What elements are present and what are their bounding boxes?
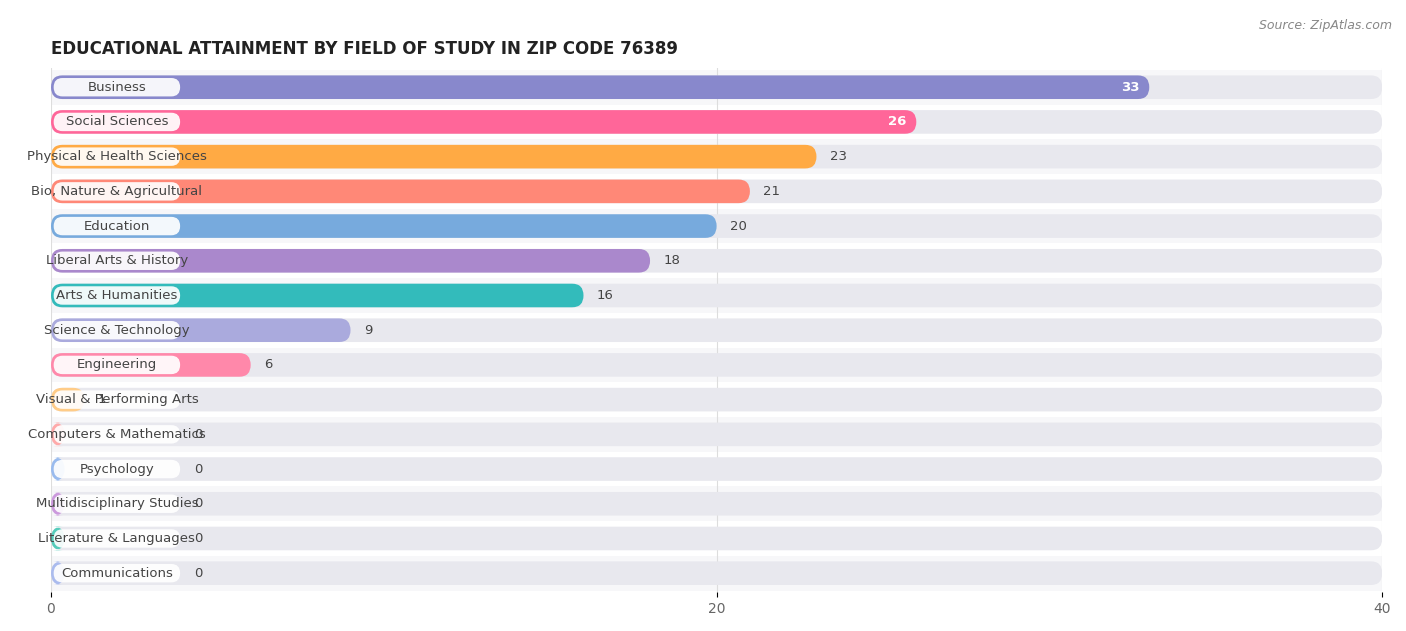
FancyBboxPatch shape [51, 284, 583, 307]
Text: 23: 23 [830, 150, 846, 163]
Text: Bio, Nature & Agricultural: Bio, Nature & Agricultural [31, 185, 202, 198]
Text: Education: Education [84, 220, 150, 233]
FancyBboxPatch shape [53, 113, 180, 131]
Text: Source: ZipAtlas.com: Source: ZipAtlas.com [1258, 19, 1392, 32]
Text: 0: 0 [194, 463, 202, 476]
FancyBboxPatch shape [51, 353, 1382, 377]
Bar [51, 452, 1382, 487]
Text: Literature & Languages: Literature & Languages [38, 532, 195, 545]
Bar [51, 348, 1382, 382]
Bar [51, 244, 1382, 278]
FancyBboxPatch shape [51, 249, 650, 273]
FancyBboxPatch shape [53, 321, 180, 339]
FancyBboxPatch shape [53, 391, 180, 409]
FancyBboxPatch shape [51, 76, 1382, 99]
FancyBboxPatch shape [51, 562, 1382, 585]
Text: 21: 21 [763, 185, 780, 198]
FancyBboxPatch shape [53, 182, 180, 201]
FancyBboxPatch shape [51, 353, 250, 377]
FancyBboxPatch shape [51, 180, 1382, 203]
Text: 0: 0 [194, 428, 202, 441]
Bar [51, 278, 1382, 313]
FancyBboxPatch shape [51, 110, 1382, 134]
FancyBboxPatch shape [53, 356, 180, 374]
Text: Engineering: Engineering [77, 358, 157, 372]
FancyBboxPatch shape [51, 145, 817, 168]
FancyBboxPatch shape [53, 460, 180, 478]
FancyBboxPatch shape [51, 388, 1382, 411]
Bar [51, 487, 1382, 521]
FancyBboxPatch shape [53, 252, 180, 270]
FancyBboxPatch shape [53, 78, 180, 97]
FancyBboxPatch shape [51, 180, 749, 203]
Text: 1: 1 [97, 393, 105, 406]
Bar [51, 521, 1382, 556]
Text: EDUCATIONAL ATTAINMENT BY FIELD OF STUDY IN ZIP CODE 76389: EDUCATIONAL ATTAINMENT BY FIELD OF STUDY… [51, 40, 678, 58]
FancyBboxPatch shape [51, 492, 1382, 516]
FancyBboxPatch shape [51, 527, 65, 550]
Text: Visual & Performing Arts: Visual & Performing Arts [35, 393, 198, 406]
FancyBboxPatch shape [51, 527, 1382, 550]
Text: Business: Business [87, 81, 146, 94]
FancyBboxPatch shape [51, 284, 1382, 307]
Text: 20: 20 [730, 220, 747, 233]
Text: 33: 33 [1121, 81, 1139, 94]
Text: Social Sciences: Social Sciences [66, 115, 169, 129]
Bar [51, 209, 1382, 244]
FancyBboxPatch shape [51, 423, 1382, 446]
Text: 0: 0 [194, 567, 202, 580]
Text: Physical & Health Sciences: Physical & Health Sciences [27, 150, 207, 163]
FancyBboxPatch shape [51, 457, 65, 481]
Bar [51, 139, 1382, 174]
FancyBboxPatch shape [51, 562, 65, 585]
FancyBboxPatch shape [53, 148, 180, 166]
Bar [51, 417, 1382, 452]
FancyBboxPatch shape [53, 425, 180, 444]
FancyBboxPatch shape [51, 215, 717, 238]
FancyBboxPatch shape [53, 529, 180, 548]
FancyBboxPatch shape [51, 319, 350, 342]
FancyBboxPatch shape [51, 145, 1382, 168]
Text: 0: 0 [194, 532, 202, 545]
Text: 16: 16 [596, 289, 613, 302]
Bar [51, 556, 1382, 591]
Text: Communications: Communications [60, 567, 173, 580]
Text: 9: 9 [364, 324, 373, 337]
Text: 0: 0 [194, 497, 202, 510]
Text: Arts & Humanities: Arts & Humanities [56, 289, 177, 302]
FancyBboxPatch shape [51, 110, 917, 134]
Text: Liberal Arts & History: Liberal Arts & History [46, 254, 188, 268]
FancyBboxPatch shape [51, 215, 1382, 238]
FancyBboxPatch shape [53, 564, 180, 582]
Text: 18: 18 [664, 254, 681, 268]
FancyBboxPatch shape [51, 76, 1149, 99]
Bar [51, 105, 1382, 139]
Bar [51, 382, 1382, 417]
FancyBboxPatch shape [53, 217, 180, 235]
Bar [51, 174, 1382, 209]
Text: Psychology: Psychology [80, 463, 155, 476]
Text: 26: 26 [889, 115, 907, 129]
Text: Computers & Mathematics: Computers & Mathematics [28, 428, 205, 441]
FancyBboxPatch shape [51, 492, 65, 516]
Text: 6: 6 [264, 358, 273, 372]
FancyBboxPatch shape [53, 286, 180, 305]
Text: Multidisciplinary Studies: Multidisciplinary Studies [35, 497, 198, 510]
FancyBboxPatch shape [51, 319, 1382, 342]
FancyBboxPatch shape [53, 495, 180, 513]
Text: Science & Technology: Science & Technology [44, 324, 190, 337]
FancyBboxPatch shape [51, 249, 1382, 273]
FancyBboxPatch shape [51, 457, 1382, 481]
Bar [51, 313, 1382, 348]
Bar [51, 70, 1382, 105]
FancyBboxPatch shape [51, 423, 65, 446]
FancyBboxPatch shape [51, 388, 84, 411]
